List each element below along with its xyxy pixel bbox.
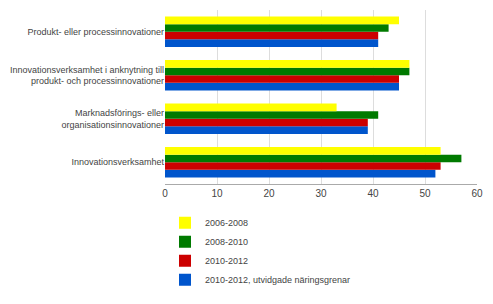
svg-text:2010-2012, utvidgade näringsgr: 2010-2012, utvidgade näringsgrenar: [205, 275, 350, 285]
svg-text:20: 20: [263, 188, 275, 199]
svg-text:30: 30: [315, 188, 327, 199]
svg-text:10: 10: [211, 188, 223, 199]
svg-text:Produkt- eller processinnovati: Produkt- eller processinnovationer: [27, 27, 164, 37]
svg-text:2010-2012: 2010-2012: [205, 256, 248, 266]
svg-text:2008-2010: 2008-2010: [205, 237, 248, 247]
svg-text:Innovationsverksamhet i anknyt: Innovationsverksamhet i anknytning tillp…: [10, 65, 164, 87]
svg-text:2006-2008: 2006-2008: [205, 218, 248, 228]
svg-text:50: 50: [419, 188, 431, 199]
svg-text:Innovationsverksamhet: Innovationsverksamhet: [71, 157, 164, 167]
svg-text:40: 40: [367, 188, 379, 199]
svg-text:60: 60: [471, 188, 483, 199]
svg-text:0: 0: [162, 188, 168, 199]
svg-text:Marknadsförings- ellerorganisa: Marknadsförings- ellerorganisationsinnov…: [61, 108, 164, 130]
